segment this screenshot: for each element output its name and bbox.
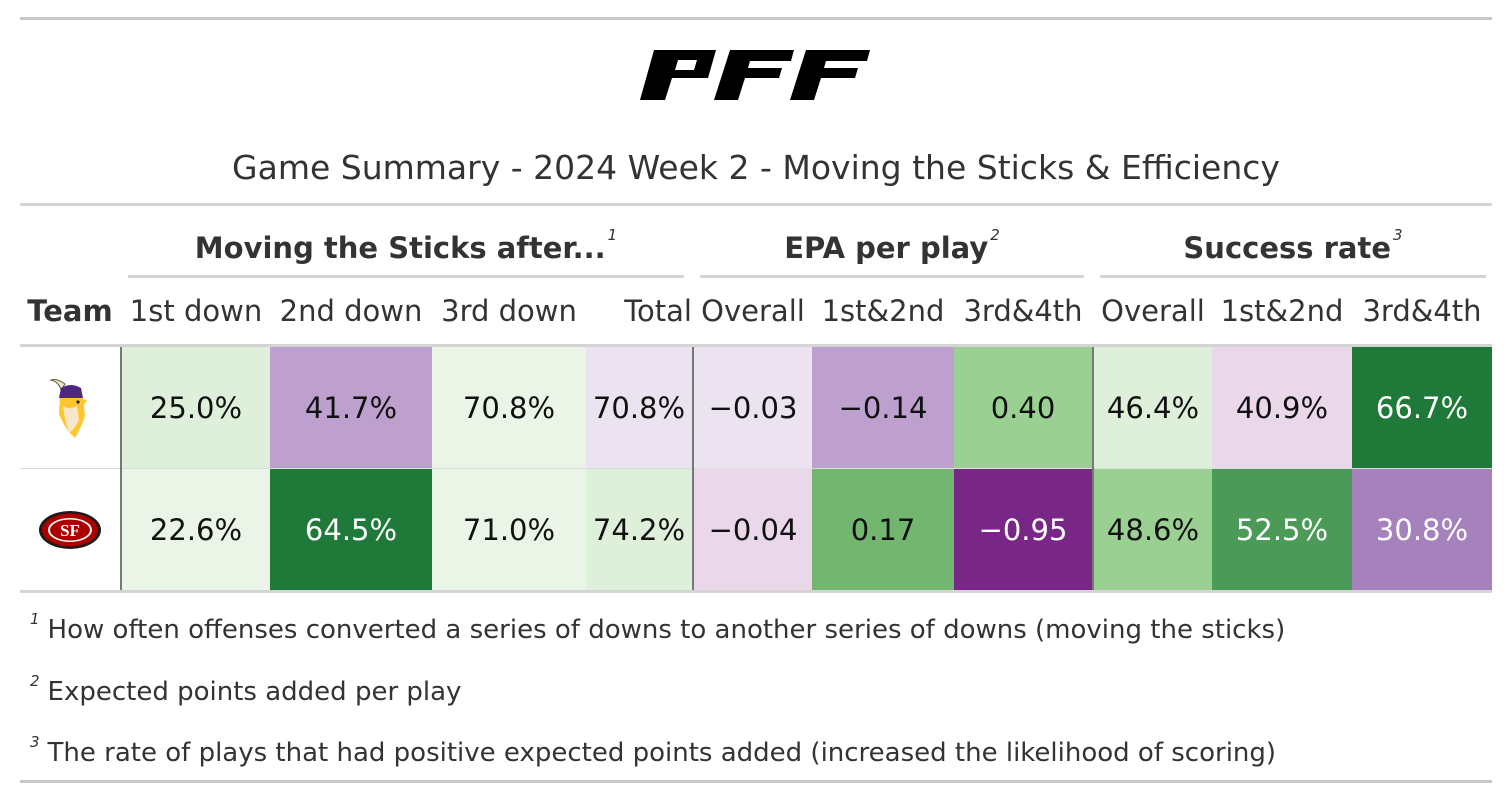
table-cell: 0.17 xyxy=(812,469,954,590)
column-header-epa-1st-2nd: 1st&2nd xyxy=(821,294,945,328)
footnote-1: 1 How often offenses converted a series o… xyxy=(30,610,1285,650)
table-cell: 30.8% xyxy=(1352,469,1492,590)
footnote-mark: 1 xyxy=(30,610,40,628)
table-cell: 25.0% xyxy=(122,347,270,468)
column-header-success-3rd-4th: 3rd&4th xyxy=(1362,294,1482,328)
table-cell: 40.9% xyxy=(1212,347,1352,468)
title-divider xyxy=(20,203,1492,206)
column-divider xyxy=(1092,347,1094,590)
table-cell: 22.6% xyxy=(122,469,270,590)
svg-text:SF: SF xyxy=(60,521,80,540)
column-header-total: Total xyxy=(624,294,692,328)
table-cell: 48.6% xyxy=(1094,469,1212,590)
table-cell: 41.7% xyxy=(270,347,432,468)
table-cell: 70.8% xyxy=(432,347,586,468)
column-header-1st-down: 1st down xyxy=(129,294,263,328)
footnote-mark: 2 xyxy=(30,672,40,690)
table-cell: −0.14 xyxy=(812,347,954,468)
header-divider xyxy=(20,344,1492,347)
table-cell: −0.95 xyxy=(954,469,1092,590)
table-cell: 66.7% xyxy=(1352,347,1492,468)
column-divider xyxy=(120,347,122,590)
bottom-rule xyxy=(20,780,1492,783)
table-cell: 70.8% xyxy=(586,347,692,468)
table-cell: 46.4% xyxy=(1094,347,1212,468)
table-cell: 52.5% xyxy=(1212,469,1352,590)
spanner-underline xyxy=(700,275,1084,278)
table-title: Game Summary - 2024 Week 2 - Moving the … xyxy=(232,148,1280,187)
column-header-3rd-down: 3rd down xyxy=(441,294,577,328)
pff-logo-icon xyxy=(636,44,876,106)
footnote-2: 2 Expected points added per play xyxy=(30,672,461,712)
vikings-logo-icon xyxy=(20,347,120,468)
table-cell: 71.0% xyxy=(432,469,586,590)
table-cell: 74.2% xyxy=(586,469,692,590)
spanner-underline xyxy=(128,275,684,278)
row-divider xyxy=(20,468,1492,469)
column-header-success-1st-2nd: 1st&2nd xyxy=(1220,294,1344,328)
column-header-epa-overall: Overall xyxy=(701,294,805,328)
table-cell: 64.5% xyxy=(270,469,432,590)
table-cell: −0.03 xyxy=(694,347,812,468)
footnote-text: Expected points added per play xyxy=(47,677,462,707)
column-header-epa-3rd-4th: 3rd&4th xyxy=(963,294,1083,328)
footnote-3: 3 The rate of plays that had positive exp… xyxy=(30,733,1276,773)
table-cell: −0.04 xyxy=(694,469,812,590)
spanner-label: EPA per play xyxy=(784,231,989,265)
spanner-epa-per-play: EPA per play 2 xyxy=(700,226,1084,266)
footnote-mark: 3 xyxy=(30,733,40,751)
spanner-success-rate: Success rate 3 xyxy=(1100,226,1486,266)
spanner-label: Success rate xyxy=(1183,231,1392,265)
column-header-team: Team xyxy=(27,294,113,328)
footnote-text: How often offenses converted a series of… xyxy=(47,615,1286,645)
footnote-mark: 1 xyxy=(607,226,618,244)
top-rule xyxy=(20,17,1492,20)
table-cell: 0.40 xyxy=(954,347,1092,468)
column-header-2nd-down: 2nd down xyxy=(279,294,423,328)
49ers-logo-icon: SF xyxy=(20,469,120,590)
spanner-label: Moving the Sticks after... xyxy=(194,231,606,265)
footnote-text: The rate of plays that had positive expe… xyxy=(47,738,1277,768)
column-divider xyxy=(692,347,694,590)
footnote-mark: 3 xyxy=(1393,226,1403,244)
spanner-moving-the-sticks: Moving the Sticks after... 1 xyxy=(128,226,684,266)
spanner-underline xyxy=(1100,275,1486,278)
column-header-success-overall: Overall xyxy=(1101,294,1205,328)
footnote-mark: 2 xyxy=(990,226,1000,244)
table-bottom-divider xyxy=(20,590,1492,593)
